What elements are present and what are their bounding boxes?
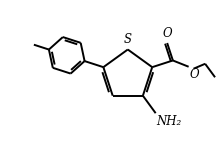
Text: S: S — [124, 33, 132, 46]
Text: O: O — [162, 27, 172, 40]
Text: O: O — [190, 68, 199, 81]
Text: NH₂: NH₂ — [157, 115, 182, 128]
